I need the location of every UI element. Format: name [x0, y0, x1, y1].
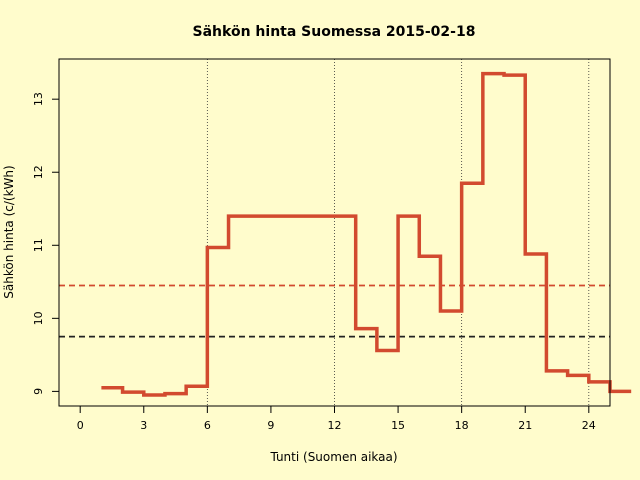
- y-tick-label: 11: [32, 238, 45, 252]
- y-tick-label: 13: [32, 92, 45, 106]
- x-tick-label: 12: [328, 419, 342, 432]
- y-axis-label: Sähkön hinta (c/(kWh): [2, 165, 16, 298]
- chart-title: Sähkön hinta Suomessa 2015-02-18: [193, 24, 476, 40]
- x-tick-label: 9: [267, 419, 274, 432]
- price-step-line: [101, 71, 632, 397]
- series-layer: [101, 71, 632, 397]
- x-tick-label: 21: [518, 419, 532, 432]
- x-tick-label: 18: [455, 419, 469, 432]
- x-tick-label: 6: [204, 419, 211, 432]
- y-tick-label: 9: [32, 388, 45, 395]
- y-axis: 9 10 11 12 13: [32, 92, 59, 395]
- x-axis: 0 3 6 9 12 15 18 21 24: [77, 406, 596, 432]
- x-tick-label: 3: [140, 419, 147, 432]
- vertical-grid-lines: [206, 59, 590, 406]
- reference-lines: [59, 284, 610, 338]
- x-tick-label: 24: [582, 419, 596, 432]
- y-tick-label: 10: [32, 311, 45, 325]
- x-axis-label: Tunti (Suomen aikaa): [269, 450, 397, 464]
- y-tick-label: 12: [32, 165, 45, 179]
- x-tick-label: 0: [77, 419, 84, 432]
- x-tick-label: 15: [391, 419, 405, 432]
